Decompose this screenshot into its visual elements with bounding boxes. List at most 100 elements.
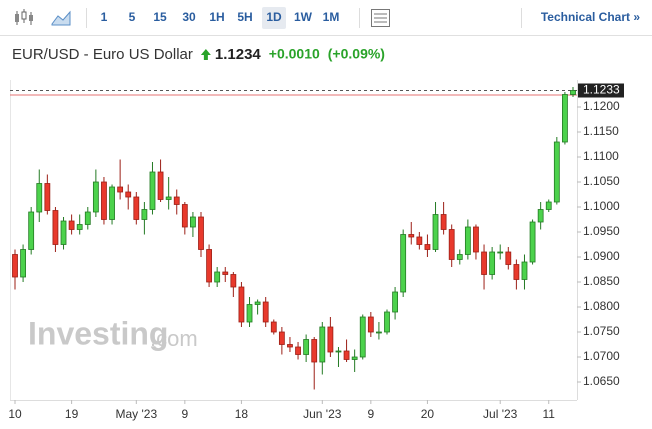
candle-body — [149, 171, 156, 210]
y-tick-label: 1.1100 — [583, 149, 619, 163]
candle-body — [133, 196, 140, 220]
candle-body — [392, 291, 398, 313]
area-icon[interactable] — [51, 10, 71, 26]
interval-button[interactable]: 1W — [294, 10, 313, 24]
candle-body — [101, 181, 107, 220]
candle-body — [416, 236, 423, 245]
candle-body — [513, 264, 520, 280]
candle-body — [545, 201, 552, 210]
x-tick-label: 9 — [181, 407, 188, 421]
candle-body — [20, 249, 26, 278]
interval-button[interactable]: 1H — [209, 10, 224, 24]
candle-body — [165, 196, 172, 200]
interval-button[interactable]: 1D — [266, 10, 282, 24]
candle-body — [408, 234, 415, 238]
candle-body — [295, 346, 301, 355]
candle-body — [400, 234, 407, 293]
y-tick-label: 1.0900 — [583, 249, 620, 263]
y-tick-label: 1.1150 — [583, 124, 619, 138]
candle-body — [351, 356, 358, 360]
candle-icon[interactable] — [15, 9, 33, 25]
price: 1.1234 — [215, 46, 262, 63]
up-arrow — [200, 49, 211, 60]
candle-body — [262, 301, 269, 323]
watermark-suffix: .com — [150, 326, 198, 351]
interval-button[interactable]: 5H — [237, 10, 252, 24]
candle-body — [109, 186, 115, 220]
candle-body — [489, 251, 496, 275]
x-tick-label: 20 — [421, 407, 435, 421]
candle-body — [335, 350, 342, 353]
interval-button[interactable]: 1 — [101, 10, 108, 24]
y-tick-label: 1.1050 — [583, 174, 620, 188]
candle-body — [311, 339, 318, 363]
candle-body — [125, 191, 132, 198]
candle-body — [141, 209, 148, 220]
candle-body — [12, 254, 18, 278]
candle-body — [230, 274, 237, 288]
candle-body — [254, 301, 261, 305]
table-icon[interactable] — [371, 9, 390, 27]
candle-body — [327, 326, 334, 353]
candle-body — [367, 316, 374, 333]
candle-body — [52, 210, 59, 245]
watermark-brand: Investing — [28, 315, 168, 351]
candle-body — [214, 271, 221, 283]
change: +0.0010 — [269, 46, 320, 62]
x-tick-label: Jul '23 — [483, 407, 518, 421]
interval-button[interactable]: 5 — [129, 10, 136, 24]
candle-body — [464, 226, 471, 255]
candle-body — [481, 251, 487, 275]
x-tick-label: 11 — [543, 407, 556, 421]
candle-body — [270, 321, 277, 333]
candle-body — [238, 286, 245, 323]
candle-body — [68, 220, 75, 230]
candle-body — [359, 316, 366, 358]
candle-body — [60, 220, 67, 245]
candle-body — [198, 216, 204, 250]
candle-body — [36, 183, 43, 213]
candle-body — [303, 339, 310, 355]
x-tick-label: 18 — [235, 407, 249, 421]
candle-body — [157, 171, 164, 200]
candle-body — [529, 221, 536, 263]
candle-body — [384, 311, 390, 333]
interval-button[interactable]: 30 — [182, 10, 196, 24]
candle-body — [473, 226, 479, 253]
y-tick-label: 1.0650 — [583, 374, 620, 388]
candle-body — [190, 216, 196, 228]
candle-body — [278, 331, 285, 345]
candle-body — [553, 141, 560, 203]
x-tick-label: 9 — [367, 407, 374, 421]
candle-body — [432, 214, 439, 250]
interval-button[interactable]: 1M — [323, 10, 340, 24]
price-tag — [578, 83, 624, 98]
y-tick-label: 1.0750 — [583, 324, 620, 338]
candle-body — [570, 90, 576, 95]
y-tick-label: 1.1200 — [583, 99, 620, 113]
interval-button[interactable]: 15 — [153, 10, 167, 24]
y-tick-label: 1.0800 — [583, 299, 620, 313]
y-tick-label: 1.0850 — [583, 274, 620, 288]
candle-body — [206, 249, 212, 283]
x-tick-label: May '23 — [115, 407, 157, 421]
change-percent: (+0.09%) — [328, 46, 385, 62]
candle-body — [456, 254, 463, 260]
y-tick-label: 1.0700 — [583, 349, 620, 363]
candle-body — [376, 331, 382, 334]
candle-body — [84, 211, 91, 225]
technical-chart-link[interactable]: Technical Chart » — [541, 10, 640, 24]
candle-body — [562, 94, 568, 143]
candle-body — [424, 244, 431, 250]
candle-body — [173, 196, 180, 205]
candle-body — [343, 350, 350, 360]
y-tick-label: 1.0950 — [583, 224, 620, 238]
x-tick-label: 19 — [65, 407, 79, 421]
price-tag-label: 1.1233 — [583, 83, 620, 97]
candle-body — [505, 251, 512, 265]
x-tick-label: 10 — [8, 407, 22, 421]
candle-body — [521, 261, 528, 280]
y-tick-label: 1.1000 — [583, 199, 620, 213]
candle-body — [319, 326, 326, 363]
